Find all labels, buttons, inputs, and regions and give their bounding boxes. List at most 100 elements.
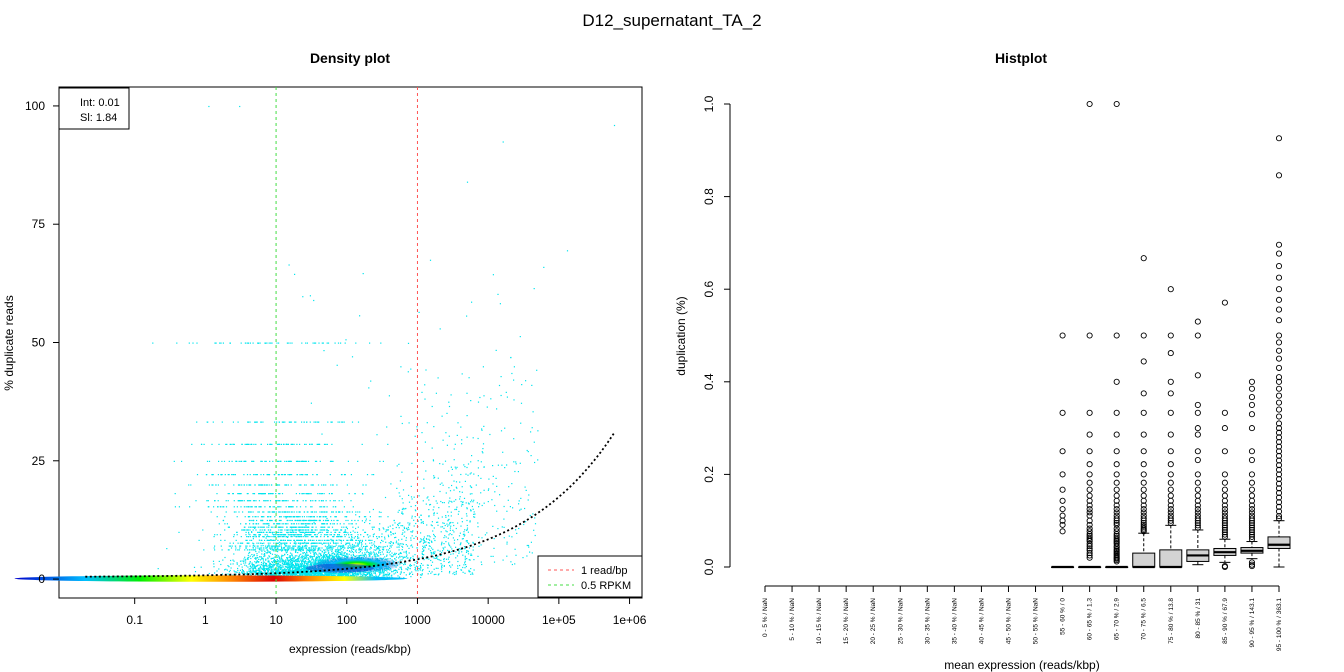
scatter-point <box>268 524 270 527</box>
scatter-point <box>294 566 296 568</box>
scatter-point <box>255 474 257 476</box>
scatter-point <box>259 569 261 571</box>
scatter-point <box>269 511 271 513</box>
scatter-point <box>395 556 398 558</box>
scatter-point <box>422 460 425 462</box>
scatter-point <box>410 485 412 487</box>
scatter-point <box>296 519 298 522</box>
scatter-point <box>255 526 257 528</box>
scatter-point <box>260 519 262 522</box>
scatter-point <box>303 519 305 522</box>
scatter-point <box>326 573 328 575</box>
scatter-point <box>313 522 315 524</box>
scatter-point <box>334 342 336 344</box>
scatter-point <box>303 569 305 571</box>
scatter-point <box>284 572 287 574</box>
scatter-point <box>278 523 280 525</box>
scatter-point <box>252 556 254 558</box>
scatter-point <box>466 527 469 529</box>
scatter-point <box>327 530 329 532</box>
scatter-point <box>238 511 240 513</box>
scatter-point <box>282 474 284 476</box>
scatter-point <box>308 516 310 518</box>
scatter-point <box>471 493 473 495</box>
scatter-point <box>290 460 292 462</box>
scatter-point <box>236 562 238 564</box>
scatter-point <box>370 572 372 574</box>
scatter-point <box>250 557 252 560</box>
scatter-point <box>260 573 262 575</box>
scatter-point <box>364 521 366 524</box>
scatter-point <box>373 572 375 574</box>
scatter-point <box>259 493 261 495</box>
scatter-point <box>235 571 237 573</box>
scatter-point <box>238 571 240 573</box>
scatter-point <box>264 565 266 567</box>
scatter-point <box>429 550 432 552</box>
scatter-point <box>264 506 266 508</box>
scatter-point <box>274 574 276 576</box>
scatter-point <box>325 555 327 557</box>
scatter-point <box>373 552 375 554</box>
scatter-point <box>337 555 339 557</box>
scatter-point <box>277 562 279 564</box>
scatter-point <box>392 571 394 573</box>
scatter-point <box>304 561 306 563</box>
scatter-point <box>467 553 470 555</box>
scatter-point <box>331 421 333 423</box>
scatter-point <box>290 421 292 423</box>
scatter-point <box>299 529 302 531</box>
scatter-point <box>258 484 260 486</box>
scatter-point <box>286 572 288 575</box>
scatter-point <box>302 567 304 570</box>
scatter-point <box>257 526 259 528</box>
scatter-point <box>353 573 356 575</box>
scatter-point <box>456 555 459 557</box>
scatter-point <box>467 474 469 476</box>
scatter-point <box>297 558 300 560</box>
scatter-point <box>294 568 296 570</box>
scatter-point <box>318 500 320 502</box>
scatter-point <box>419 565 421 567</box>
scatter-point <box>247 516 250 518</box>
scatter-point <box>283 500 285 502</box>
scatter-point <box>378 511 380 513</box>
scatter-point <box>282 560 284 562</box>
scatter-point <box>281 570 283 572</box>
scatter-point <box>304 571 307 573</box>
scatter-point <box>306 529 308 531</box>
scatter-point <box>356 574 358 576</box>
scatter-point <box>235 460 237 462</box>
scatter-point <box>245 573 247 575</box>
scatter-point <box>337 575 339 577</box>
scatter-point <box>295 529 297 531</box>
scatter-point <box>407 526 409 528</box>
scatter-point <box>365 551 368 553</box>
scatter-point <box>244 556 246 558</box>
scatter-point <box>220 563 222 566</box>
scatter-point <box>351 519 353 522</box>
scatter-point <box>294 574 296 576</box>
scatter-point <box>322 526 324 528</box>
scatter-point <box>261 550 263 552</box>
scatter-point <box>273 511 276 513</box>
scatter-point <box>369 511 371 513</box>
scatter-point <box>298 555 300 557</box>
scatter-point <box>335 544 337 546</box>
scatter-point <box>310 552 312 554</box>
scatter-point <box>288 519 290 522</box>
scatter-point <box>189 506 191 508</box>
scatter-point <box>380 572 382 574</box>
scatter-point <box>309 443 311 445</box>
scatter-point <box>248 570 250 572</box>
scatter-point <box>242 570 244 572</box>
scatter-point <box>470 509 472 511</box>
scatter-point <box>298 568 300 570</box>
scatter-point <box>293 535 295 537</box>
scatter-point <box>302 558 304 560</box>
scatter-point <box>299 573 301 575</box>
scatter-point <box>253 554 255 556</box>
scatter-point <box>322 555 324 558</box>
scatter-point <box>271 573 273 575</box>
scatter-point <box>372 534 374 536</box>
